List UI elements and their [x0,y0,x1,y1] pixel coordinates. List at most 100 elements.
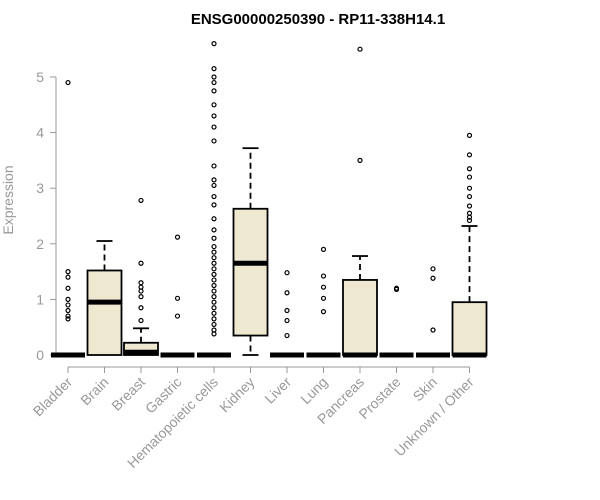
outlier-point [138,317,144,324]
outlier-point [211,227,217,233]
outlier-point [393,286,400,292]
outlier-point [65,307,71,314]
outlier-point [284,332,290,339]
outlier-point [211,216,217,222]
box-2 [86,240,123,356]
outlier-point [65,296,71,302]
box-iqr [86,269,123,356]
box-5 [197,41,231,358]
outlier-point [211,266,217,272]
outlier-point [466,214,473,220]
outlier-point [466,193,473,200]
outlier-point [211,321,217,328]
outlier-point [211,193,217,200]
outlier-point [211,79,217,86]
outlier-point [211,331,217,337]
y-axis-label: Expression [0,165,16,234]
x-tick-label: Skin [410,374,441,405]
outlier-point [211,138,217,144]
outlier-point [211,299,217,305]
x-tick-label: Liver [261,374,294,407]
outlier-point [138,305,144,311]
outlier-point [320,284,327,290]
outlier-point [320,246,327,252]
outlier-point [211,255,217,261]
box-1 [51,79,85,358]
outlier-point [466,185,473,191]
outlier-point [430,266,436,272]
x-tick-label: Lung [297,374,330,407]
y-tick-label: 1 [36,291,44,307]
outlier-point [466,166,473,172]
outlier-point [357,46,363,52]
box-6 [232,147,269,356]
outlier-point [211,41,217,47]
x-tick-label: Breast [108,374,148,414]
outlier-point [211,282,217,289]
outlier-point [211,102,217,108]
chart-title: ENSG00000250390 - RP11-338H14.1 [191,11,445,28]
box-10 [379,285,414,358]
outlier-point [138,260,144,266]
outlier-point [211,235,217,241]
box-8 [306,246,341,358]
outlier-point [138,280,144,286]
outlier-point [466,203,473,209]
outlier-point [211,249,217,255]
outlier-point [174,234,181,240]
box-9 [342,46,378,358]
outlier-point [211,88,217,94]
y-tick-label: 0 [36,347,44,363]
outlier-point [65,313,71,319]
outlier-point [466,217,473,224]
box-iqr [232,207,269,337]
outlier-point [284,290,290,296]
outlier-point [284,270,290,276]
y-axis: 0 1 2 3 4 5 [36,69,57,363]
outlier-point [430,275,436,281]
outlier-point [211,260,217,266]
x-tick-label: Kidney [216,374,258,416]
outlier-point [65,79,71,86]
outlier-point [320,309,327,315]
outlier-point [211,305,217,311]
outlier-point [138,197,144,204]
outlier-point [284,307,290,314]
outlier-point [138,294,144,300]
outlier-point [65,269,71,275]
outlier-point [211,163,217,169]
box-11 [416,266,450,358]
outlier-point [211,271,217,277]
y-tick-label: 5 [36,69,44,85]
box-7 [270,270,304,358]
x-tick-label: Bladder [30,374,76,420]
outlier-point [65,302,71,308]
outlier-point [174,313,181,319]
outlier-point [320,273,327,279]
outlier-point [174,295,181,301]
box-iqr [451,301,488,356]
outlier-point [65,316,71,322]
outlier-point [65,285,71,291]
outlier-point [466,152,473,158]
outlier-point [211,66,217,72]
box-iqr [342,279,378,356]
outlier-point [211,124,217,130]
outlier-point [211,177,217,183]
boxes-group [51,41,488,358]
outlier-point [211,277,217,283]
outlier-point [211,288,217,294]
box-3 [123,197,159,356]
outlier-point [466,174,473,180]
outlier-point [320,295,327,301]
outlier-point [211,182,217,189]
outlier-point [211,310,217,316]
outlier-point [430,327,436,333]
outlier-point [284,317,290,324]
outlier-point [211,294,217,300]
outlier-point [211,243,217,250]
box-12 [451,132,488,358]
outlier-point [466,132,473,138]
outlier-point [65,274,71,280]
